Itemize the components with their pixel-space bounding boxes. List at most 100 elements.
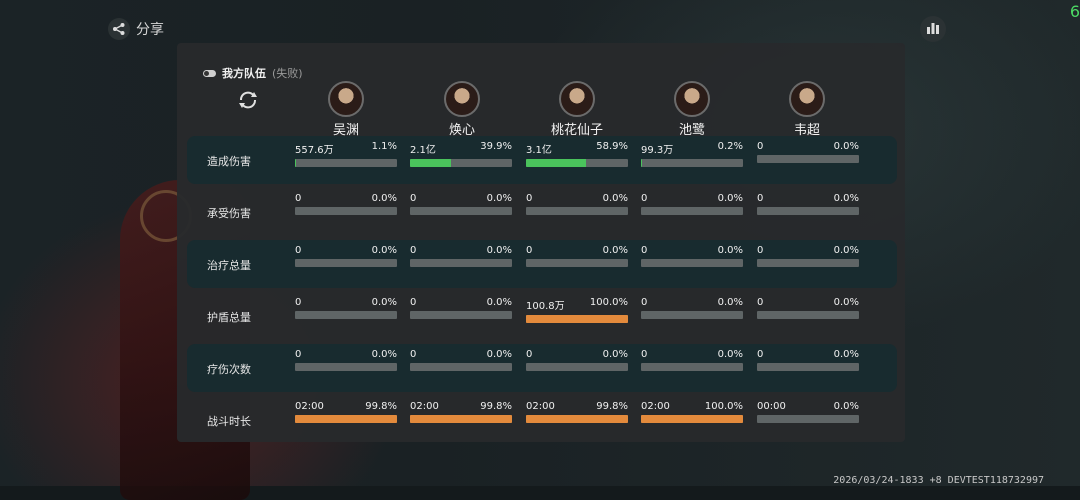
stat-value: 0 bbox=[410, 297, 416, 308]
stat-percent: 0.0% bbox=[372, 297, 397, 308]
stat-percent: 99.8% bbox=[480, 401, 512, 412]
stat-percent: 100.0% bbox=[590, 297, 628, 312]
stat-bar bbox=[410, 159, 512, 167]
corner-counter: 6 bbox=[1070, 2, 1080, 21]
stat-percent: 58.9% bbox=[596, 141, 628, 156]
stat-bar bbox=[641, 415, 743, 423]
team-toggle-icon[interactable] bbox=[203, 70, 216, 77]
stat-cell: 0 0.0% bbox=[641, 245, 743, 267]
stat-cell: 0 0.0% bbox=[757, 193, 859, 215]
stat-cell: 0 0.0% bbox=[410, 349, 512, 371]
share-button[interactable]: 分享 bbox=[108, 18, 164, 40]
stat-bar bbox=[641, 311, 743, 319]
stat-bar bbox=[295, 311, 397, 319]
stat-bar bbox=[641, 207, 743, 215]
stat-percent: 0.0% bbox=[834, 141, 859, 152]
refresh-icon[interactable] bbox=[235, 89, 261, 111]
stat-cell: 0 0.0% bbox=[757, 349, 859, 371]
stat-percent: 0.0% bbox=[487, 193, 512, 204]
stat-bar bbox=[295, 159, 397, 167]
stat-percent: 0.0% bbox=[834, 349, 859, 360]
stat-value: 99.3万 bbox=[641, 141, 673, 156]
stat-value: 0 bbox=[641, 193, 647, 204]
stat-percent: 0.2% bbox=[718, 141, 743, 156]
stat-value: 0 bbox=[641, 349, 647, 360]
hero-avatar[interactable] bbox=[674, 81, 710, 117]
stat-value: 0 bbox=[410, 193, 416, 204]
stat-value: 0 bbox=[410, 349, 416, 360]
hero-header[interactable]: 池鹭 bbox=[647, 81, 737, 138]
stat-value: 2.1亿 bbox=[410, 141, 436, 156]
team-name: 我方队伍 bbox=[222, 65, 266, 81]
stat-value: 00:00 bbox=[757, 401, 786, 412]
stat-bar-fill bbox=[295, 415, 397, 423]
stats-button[interactable] bbox=[920, 16, 946, 42]
stat-value: 0 bbox=[641, 297, 647, 308]
stat-percent: 0.0% bbox=[372, 349, 397, 360]
stat-bar-fill bbox=[526, 159, 586, 167]
stat-label: 战斗时长 bbox=[207, 413, 251, 429]
share-icon bbox=[108, 18, 130, 40]
stat-value: 0 bbox=[410, 245, 416, 256]
stat-value: 0 bbox=[757, 245, 763, 256]
stat-bar bbox=[410, 415, 512, 423]
stat-bar bbox=[757, 259, 859, 267]
stat-value: 02:00 bbox=[526, 401, 555, 412]
stat-bar bbox=[757, 415, 859, 423]
stat-bar bbox=[295, 207, 397, 215]
hero-avatar[interactable] bbox=[328, 81, 364, 117]
hero-avatar[interactable] bbox=[559, 81, 595, 117]
stat-cell: 99.3万 0.2% bbox=[641, 141, 743, 167]
stat-value: 02:00 bbox=[641, 401, 670, 412]
stat-percent: 99.8% bbox=[365, 401, 397, 412]
stat-percent: 0.0% bbox=[718, 349, 743, 360]
stat-cell: 02:00 99.8% bbox=[410, 401, 512, 423]
stat-percent: 100.0% bbox=[705, 401, 743, 412]
stat-bar bbox=[526, 415, 628, 423]
stat-percent: 0.0% bbox=[718, 245, 743, 256]
team-result: (失败) bbox=[272, 65, 303, 81]
stat-percent: 0.0% bbox=[834, 297, 859, 308]
stat-value: 02:00 bbox=[410, 401, 439, 412]
stat-value: 0 bbox=[641, 245, 647, 256]
hero-header[interactable]: 韦超 bbox=[762, 81, 852, 138]
stat-bar bbox=[641, 159, 743, 167]
stat-bar bbox=[757, 207, 859, 215]
stat-value: 0 bbox=[757, 141, 763, 152]
hero-avatar[interactable] bbox=[444, 81, 480, 117]
stat-value: 0 bbox=[757, 193, 763, 204]
stat-percent: 0.0% bbox=[487, 297, 512, 308]
stat-bar-fill bbox=[410, 159, 451, 167]
stat-bar bbox=[410, 259, 512, 267]
stat-percent: 39.9% bbox=[480, 141, 512, 156]
stat-bar-fill bbox=[295, 159, 296, 167]
hero-avatar[interactable] bbox=[789, 81, 825, 117]
stat-bar bbox=[410, 311, 512, 319]
stat-label: 承受伤害 bbox=[207, 205, 251, 221]
stat-label: 治疗总量 bbox=[207, 257, 251, 273]
hero-header[interactable]: 吴渊 bbox=[301, 81, 391, 138]
stat-bar bbox=[526, 159, 628, 167]
stat-value: 557.6万 bbox=[295, 141, 334, 156]
hero-header[interactable]: 焕心 bbox=[417, 81, 507, 138]
hero-header[interactable]: 桃花仙子 bbox=[532, 81, 622, 138]
stat-percent: 0.0% bbox=[834, 193, 859, 204]
stat-percent: 0.0% bbox=[487, 349, 512, 360]
stat-value: 0 bbox=[757, 349, 763, 360]
